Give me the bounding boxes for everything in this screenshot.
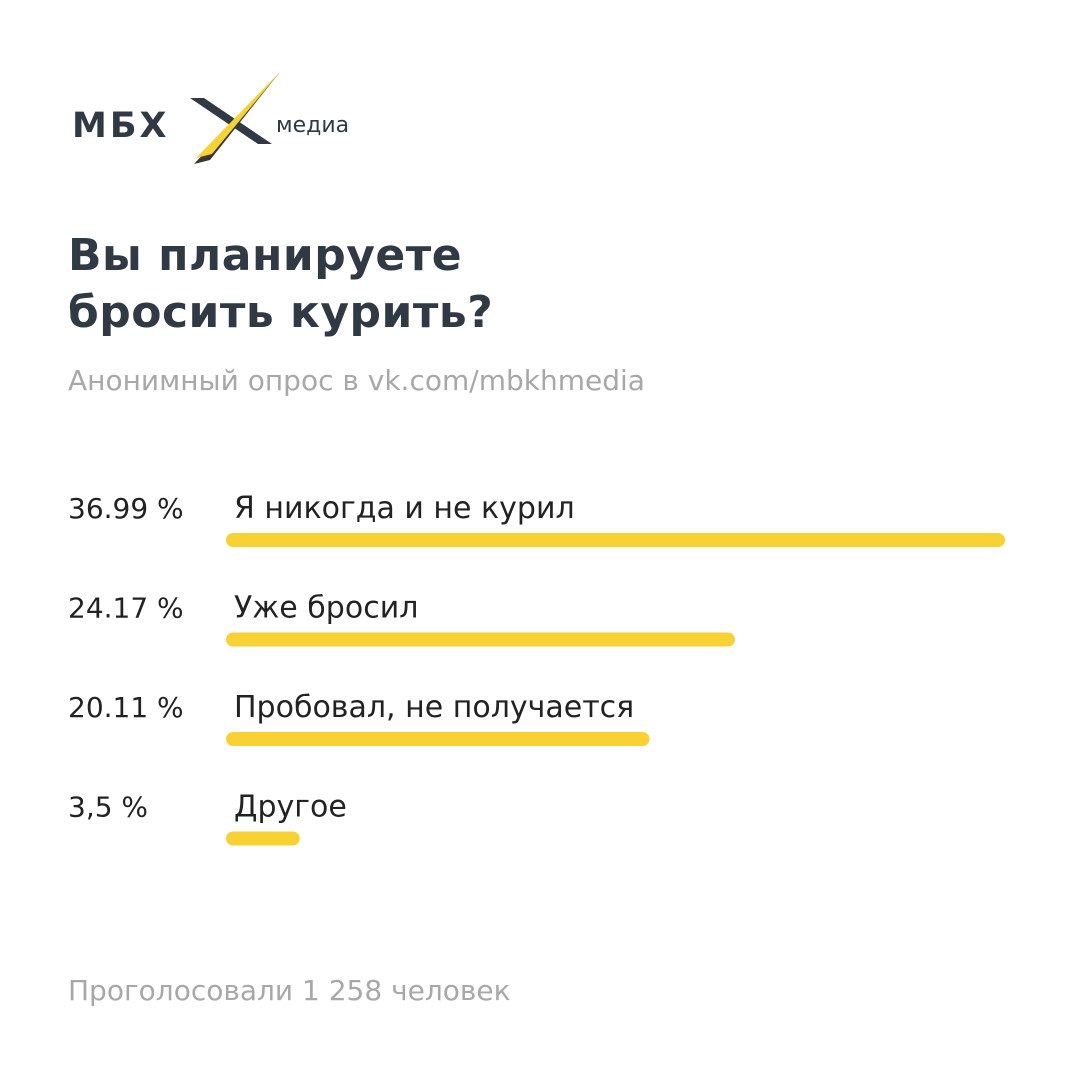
value-label: 36.99 % <box>68 492 184 525</box>
brand-logo: МБХ медиа <box>72 68 372 168</box>
category-label: Другое <box>234 790 347 825</box>
poll-subtitle: Анонимный опрос в vk.com/mbkhmedia <box>68 364 645 397</box>
value-label: 24.17 % <box>68 592 184 625</box>
bar <box>226 831 300 846</box>
brand-name: МБХ <box>72 106 170 146</box>
bar <box>226 533 1005 547</box>
category-label: Я никогда и не курил <box>234 491 575 526</box>
brand-x-icon <box>190 72 280 164</box>
poll-title-line-2: бросить курить? <box>68 287 494 338</box>
brand-sub: медиа <box>276 113 350 138</box>
poll-title-line-1: Вы планируете <box>68 230 463 281</box>
bar <box>226 732 650 746</box>
bar <box>226 632 736 647</box>
vote-count: Проголосовали 1 258 человек <box>68 974 511 1007</box>
category-label: Пробовал, не получается <box>234 690 634 725</box>
poll-title: Вы планируете бросить курить? <box>68 227 968 341</box>
category-label: Уже бросил <box>234 591 418 626</box>
value-label: 3,5 % <box>68 791 148 824</box>
value-label: 20.11 % <box>68 691 184 724</box>
